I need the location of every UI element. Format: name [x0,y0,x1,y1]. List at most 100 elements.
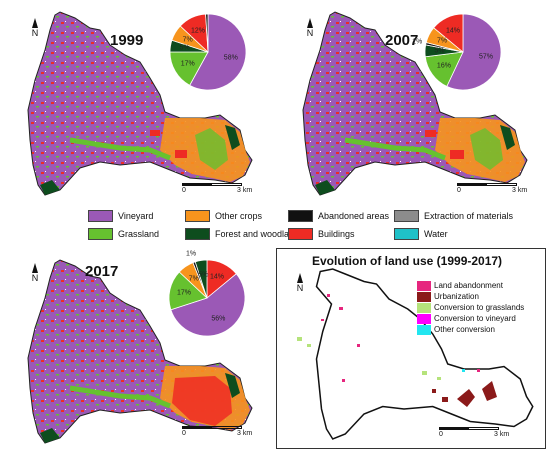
scale-end: 3 km [494,431,510,438]
legend-item: Conversion to grasslands [417,302,524,313]
pie-label: 56% [211,315,226,323]
land-use-map-1999 [27,11,253,196]
legend-item: Buildings [288,228,355,240]
pie-label: 1% [412,38,423,46]
evolution-title: Evolution of land use (1999-2017) [312,254,503,268]
legend-item: Urbanization [417,291,524,302]
pie-label: 17% [176,289,192,297]
legend-item: Forest and woodland [185,228,299,240]
legend-label: Abandoned areas [318,211,390,221]
scale-start: 0 [439,431,443,438]
map-panel-2017: N 2017 0 3 km 14% 56% 17% 7% 1% 5% [0,248,275,453]
scale-end: 3 km [512,187,528,194]
map-year-title: 1999 [110,32,144,49]
land-use-map-2017 [27,259,253,444]
legend-item: Vineyard [88,210,153,222]
evolution-map [297,268,534,440]
pie-label: 12% [190,27,205,35]
legend-swatch [417,324,431,335]
pie-slice-vineyard [446,13,502,91]
scale-bar: 0 3 km [182,183,252,195]
land-use-map-2007 [302,11,528,196]
legend-label: Water [424,229,448,239]
north-label: N [296,283,304,293]
legend-swatch [394,228,419,240]
scale-bar: 0 3 km [439,427,509,439]
scale-bar: 0 3 km [457,183,527,195]
pie-label: 7% [188,275,199,282]
land-use-legend: Vineyard Other crops Abandoned areas Ext… [88,206,548,246]
legend-item: Grassland [88,228,159,240]
legend-swatch [288,210,313,222]
pie-label: 17% [180,60,195,68]
legend-swatch [185,210,210,222]
pie-label: 5% [434,47,445,55]
map-year-title: 2017 [85,263,119,280]
scale-start: 0 [182,187,186,194]
map-panel-2007: N 2007 0 3 km 57% 16% 5% 1% 7% 14% [275,0,550,205]
legend-label: Extraction of materials [424,211,514,221]
pie-label: 14% [445,27,460,35]
legend-swatch [88,210,113,222]
scale-start: 0 [457,187,461,194]
north-arrow: N [28,263,42,283]
pie-chart-2007 [424,13,502,91]
legend-swatch [417,280,431,291]
legend-swatch [288,228,313,240]
pie-label: 5% [198,271,209,279]
evolution-panel: Evolution of land use (1999-2017) N Land… [276,248,546,449]
legend-item: Land abandonment [417,280,524,291]
legend-label: Urbanization [434,292,479,301]
pie-label: 7% [436,37,448,45]
legend-swatch [185,228,210,240]
map-year-title: 2007 [385,32,419,49]
pie-chart-2017 [168,259,246,337]
legend-label: Conversion to vineyard [434,314,516,323]
pie-slice-forest-and-woodland [194,259,208,299]
north-label: N [31,28,39,38]
north-arrow-icon [32,18,38,28]
legend-item: Other conversion [417,324,524,335]
legend-label: Forest and woodland [215,229,300,239]
legend-label: Other conversion [434,325,495,334]
north-arrow-icon [307,18,313,28]
legend-swatch [417,291,431,302]
north-arrow: N [28,18,42,38]
pie-label: 5% [179,44,190,52]
legend-swatch [88,228,113,240]
north-label: N [306,28,314,38]
pie-label: 16% [436,62,451,70]
legend-item: Extraction of materials [394,210,513,222]
north-arrow-icon [297,273,303,283]
legend-label: Other crops [215,211,263,221]
legend-label: Land abandonment [434,281,503,290]
legend-item: Conversion to vineyard [417,313,524,324]
scale-end: 3 km [237,187,253,194]
pie-label: 57% [478,53,493,61]
pie-chart-1999 [169,13,247,91]
pie-label: 14% [210,273,225,281]
legend-swatch [417,302,431,313]
pie-label: 7% [182,36,193,44]
pie-slice-abandoned-areas [205,13,209,53]
pie-label: 58% [223,54,238,62]
map-panel-1999: N 1999 0 3 km 58% 17% 5% 7% 12% [0,0,275,205]
legend-item: Other crops [185,210,262,222]
legend-label: Buildings [318,229,355,239]
north-arrow-icon [32,263,38,273]
legend-label: Conversion to grasslands [434,303,525,312]
legend-label: Grassland [118,229,160,239]
scale-end: 3 km [237,430,253,437]
pie-slice-buildings [433,13,464,53]
pie-label: 1% [186,250,197,258]
legend-label: Vineyard [118,211,154,221]
evolution-legend: Land abandonment Urbanization Conversion… [417,280,524,335]
scale-start: 0 [182,430,186,437]
legend-swatch [394,210,419,222]
scale-bar: 0 3 km [182,426,252,438]
north-label: N [31,273,39,283]
legend-item: Water [394,228,448,240]
legend-item: Abandoned areas [288,210,389,222]
north-arrow: N [293,273,307,293]
pie-slice-vineyard [189,13,247,91]
